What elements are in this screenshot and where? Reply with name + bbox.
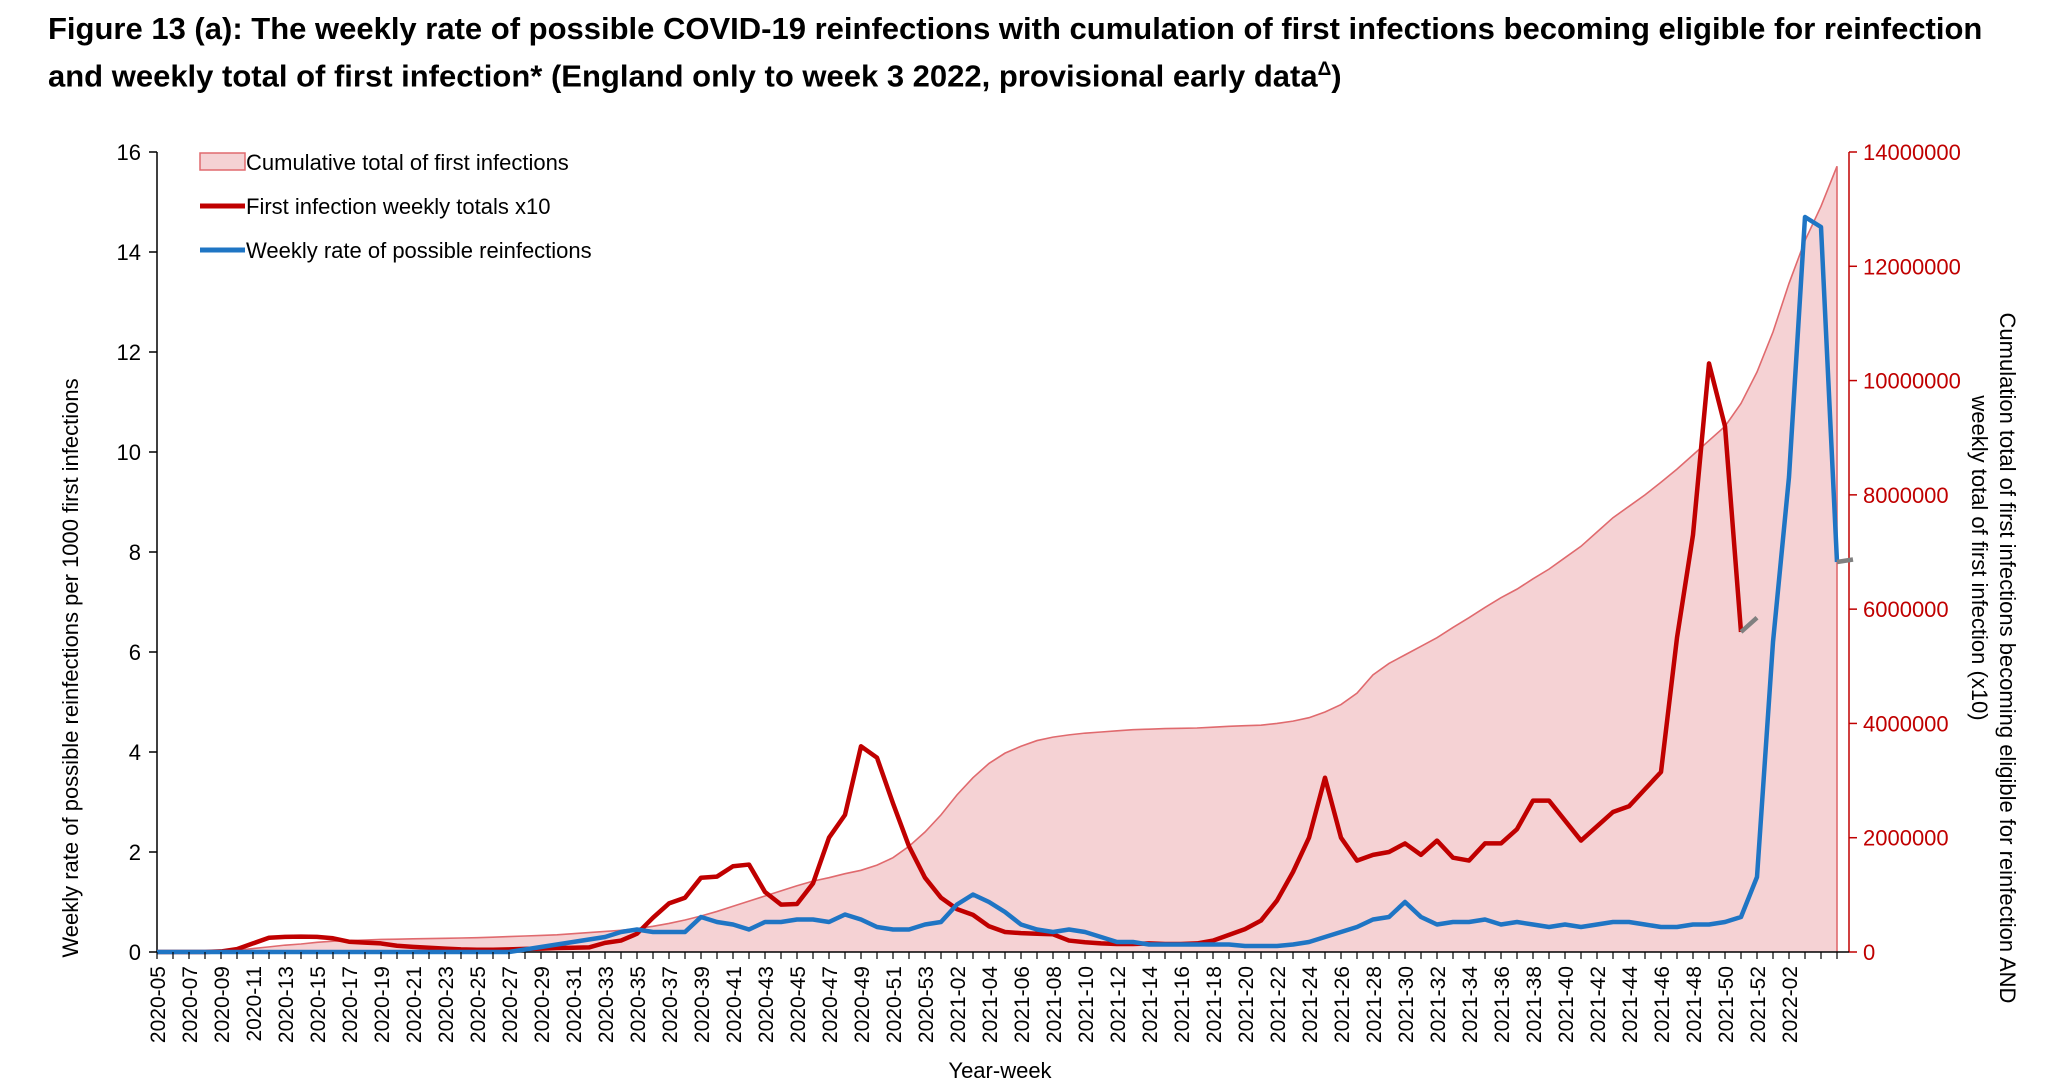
x-tick-label: 2020-29 (531, 966, 554, 1043)
y-tick-label: 6 (129, 640, 141, 665)
x-axis-label: Year-week (948, 1058, 1052, 1082)
x-tick-label: 2020-11 (243, 966, 266, 1042)
figure-title: Figure 13 (a): The weekly rate of possib… (48, 8, 2008, 96)
x-tick-label: 2021-34 (1459, 966, 1482, 1043)
x-tick-label: 2020-39 (691, 966, 714, 1043)
y-tick-label: 8 (129, 540, 141, 565)
figure-title-end: ) (1331, 58, 1342, 94)
x-tick-label: 2020-27 (499, 966, 522, 1043)
x-tick-label: 2020-35 (627, 966, 650, 1043)
y2-tick-label: 4000000 (1863, 711, 1949, 736)
x-tick-label: 2021-08 (1043, 966, 1066, 1043)
y-tick-label: 4 (129, 740, 141, 765)
y2-tick-label: 6000000 (1863, 597, 1949, 622)
x-tick-label: 2020-09 (211, 966, 234, 1043)
y-tick-label: 12 (117, 340, 141, 365)
x-tick-label: 2020-37 (659, 966, 682, 1043)
x-tick-label: 2021-14 (1139, 966, 1162, 1043)
x-tick-label: 2021-02 (947, 966, 970, 1043)
series-first-infection-line (157, 361, 1744, 955)
x-tick-label: 2021-30 (1395, 966, 1418, 1043)
legend: Cumulative total of first infections Fir… (199, 150, 592, 263)
x-tick-label: 2020-47 (819, 966, 842, 1043)
y2-axis-label-line2: weekly total of first infection (x10) (1967, 394, 1992, 720)
x-tick-label: 2020-33 (595, 966, 618, 1043)
x-tick-label: 2021-50 (1715, 966, 1738, 1043)
y2-tick-label: 2000000 (1863, 826, 1949, 851)
legend-label-cumulative: Cumulative total of first infections (246, 150, 569, 175)
x-tick-label: 2020-17 (339, 966, 362, 1043)
x-tick-label: 2020-15 (307, 966, 330, 1043)
y2-tick-label: 10000000 (1863, 369, 1961, 394)
legend-label-reinfection-rate: Weekly rate of possible reinfections (246, 238, 592, 263)
series-first-infection-line-provisional (1739, 616, 1759, 634)
x-tick-label: 2020-13 (275, 966, 298, 1043)
x-tick-label: 2022-02 (1779, 966, 1802, 1043)
x-tick-label: 2021-42 (1587, 966, 1610, 1043)
x-tick-label: 2020-21 (403, 966, 426, 1043)
x-tick-label: 2020-45 (787, 966, 810, 1043)
x-tick-label: 2021-16 (1171, 966, 1194, 1043)
x-tick-label: 2020-07 (179, 966, 202, 1043)
x-tick-label: 2020-05 (147, 966, 170, 1043)
y-axis-label: Weekly rate of possible reinfections per… (58, 378, 83, 957)
series-cumulative-edge (157, 165, 1838, 953)
x-tick-label: 2021-04 (979, 966, 1002, 1043)
y-tick-label: 0 (129, 940, 141, 965)
x-tick-label: 2021-10 (1075, 966, 1098, 1043)
x-tick-label: 2020-31 (563, 966, 586, 1043)
y2-tick-label: 8000000 (1863, 483, 1949, 508)
ticks-layer: 0 2 4 6 8 10 12 14 16 0 2000000 4000000 6000000 80000… (117, 140, 1961, 1043)
legend-label-first-infection: First infection weekly totals x10 (246, 194, 550, 219)
x-tick-label: 2021-24 (1299, 966, 1322, 1043)
x-tick-label: 2021-36 (1491, 966, 1514, 1043)
y2-tick-label: 0 (1863, 940, 1875, 965)
x-tick-label: 2021-46 (1651, 966, 1674, 1043)
x-tick-label: 2021-12 (1107, 966, 1130, 1043)
series-cumulative-area (157, 166, 1837, 953)
x-tick-label: 2020-23 (435, 966, 458, 1043)
x-tick-label: 2020-53 (915, 966, 938, 1043)
x-tick-label: 2021-38 (1523, 966, 1546, 1043)
x-tick-label: 2020-19 (371, 966, 394, 1043)
figure-title-superscript: Δ (1317, 59, 1332, 80)
x-tick-label: 2020-25 (467, 966, 490, 1043)
x-tick-label: 2021-44 (1619, 966, 1642, 1043)
x-tick-label: 2021-26 (1331, 966, 1354, 1043)
x-tick-label: 2020-41 (723, 966, 746, 1043)
legend-swatch-cumulative (199, 152, 246, 171)
y-tick-label: 2 (129, 840, 141, 865)
y2-tick-label: 12000000 (1863, 254, 1961, 279)
x-tick-label: 2021-20 (1235, 966, 1258, 1043)
figure-title-text: Figure 13 (a): The weekly rate of possib… (48, 11, 1983, 94)
y-tick-label: 14 (117, 240, 141, 265)
x-tick-label: 2021-52 (1747, 966, 1770, 1043)
x-tick-label: 2021-06 (1011, 966, 1034, 1043)
y2-tick-label: 14000000 (1863, 140, 1961, 165)
x-tick-label: 2021-18 (1203, 966, 1226, 1043)
x-tick-label: 2020-51 (883, 966, 906, 1043)
x-tick-label: 2021-40 (1555, 966, 1578, 1043)
x-tick-label: 2020-49 (851, 966, 874, 1043)
series-reinfection-rate-line (157, 214, 1840, 955)
x-tick-label: 2021-28 (1363, 966, 1386, 1043)
series-reinfection-rate-line-provisional (1836, 557, 1854, 565)
x-tick-label: 2021-22 (1267, 966, 1290, 1043)
x-tick-label: 2021-48 (1683, 966, 1706, 1043)
y2-axis-label-line1: Cumulation total of first infections bec… (1995, 313, 2020, 1004)
x-tick-label: 2020-43 (755, 966, 778, 1043)
x-tick-label: 2021-32 (1427, 966, 1450, 1043)
y-tick-label: 16 (117, 140, 141, 165)
y-tick-label: 10 (117, 440, 141, 465)
lines-layer (157, 214, 1854, 955)
